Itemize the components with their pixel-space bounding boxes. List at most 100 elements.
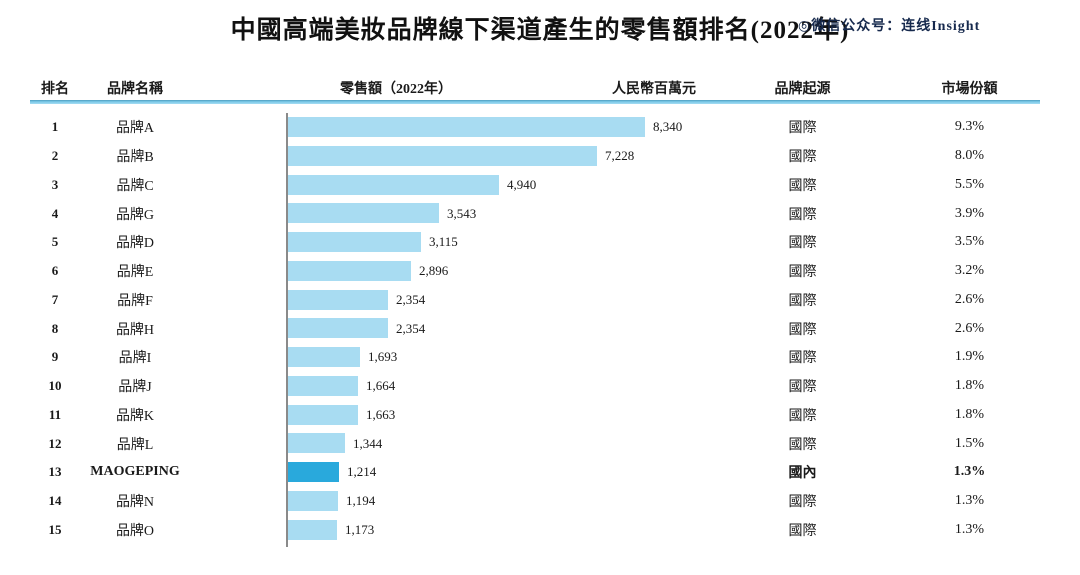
axis-line (286, 113, 288, 547)
rank-value: 15 (48, 521, 62, 537)
table-body: 1 品牌A 8,340 國際 9.3% 2 品牌B 7,228 國際 8.0% … (0, 113, 1080, 544)
rank-value: 7 (51, 291, 59, 307)
brand-name: 品牌A (115, 121, 155, 137)
retail-value: 2,354 (396, 320, 426, 336)
retail-value: 3,115 (429, 234, 458, 250)
brand-name: 品牌F (117, 293, 153, 309)
rank-value: 5 (51, 234, 59, 250)
retail-bar (287, 117, 645, 137)
col-header-unit: 人民幣百萬元 (612, 82, 696, 97)
retail-value: 3,543 (447, 205, 477, 221)
rank-value: 3 (51, 176, 59, 192)
retail-bar (287, 318, 388, 339)
watermark-wechat: ◎微信公众号：连线Insight (798, 19, 981, 34)
rank-value: 13 (48, 464, 62, 480)
market-share: 1.9% (954, 349, 985, 365)
table-row: 5 品牌D 3,115 國際 3.5% (0, 228, 1080, 257)
rank-value: 1 (51, 119, 59, 135)
brand-origin: 國際 (788, 495, 817, 511)
market-share: 1.3% (954, 521, 985, 537)
brand-name: 品牌O (115, 523, 155, 539)
rank-value: 8 (51, 320, 59, 336)
col-header-rank: 排名 (41, 82, 69, 97)
brand-origin: 國際 (788, 293, 817, 309)
retail-bar (287, 260, 411, 281)
retail-value: 1,173 (345, 521, 375, 537)
market-share: 1.5% (954, 435, 985, 451)
market-share: 1.3% (953, 464, 986, 480)
market-share: 1.3% (954, 493, 985, 509)
brand-name: 品牌K (115, 408, 155, 424)
brand-origin: 國際 (788, 207, 817, 223)
table-row: 12 品牌L 1,344 國際 1.5% (0, 429, 1080, 458)
rank-value: 9 (51, 349, 59, 365)
brand-origin: 國際 (788, 523, 817, 539)
col-header-retail: 零售額（2022年） (340, 82, 452, 97)
brand-origin: 國際 (788, 380, 817, 396)
market-share: 1.8% (954, 378, 985, 394)
brand-origin: 國內 (788, 466, 817, 482)
brand-origin: 國際 (788, 322, 817, 338)
brand-origin: 國際 (788, 178, 817, 194)
market-share: 2.6% (954, 291, 985, 307)
rank-value: 11 (48, 406, 62, 422)
rank-value: 14 (48, 493, 62, 509)
retail-bar (287, 462, 339, 482)
table-row: 9 品牌I 1,693 國際 1.9% (0, 343, 1080, 372)
retail-bar (287, 174, 499, 195)
market-share: 1.8% (954, 406, 985, 422)
col-header-share: 市場份額 (941, 82, 998, 97)
table-row: 10 品牌J 1,664 國際 1.8% (0, 372, 1080, 401)
col-header-brand: 品牌名稱 (107, 82, 163, 97)
retail-bar (287, 347, 360, 367)
brand-origin: 國際 (788, 351, 817, 367)
table-row: 2 品牌B 7,228 國際 8.0% (0, 142, 1080, 171)
rank-value: 4 (51, 205, 59, 221)
chart-title: 中國高端美妝品牌線下渠道產生的零售額排名(2022年) (230, 17, 850, 44)
retail-bar (287, 404, 358, 425)
market-share: 9.3% (954, 119, 985, 135)
retail-value: 2,354 (396, 291, 426, 307)
brand-name: MAOGEPING (90, 464, 180, 480)
table-row: 3 品牌C 4,940 國際 5.5% (0, 171, 1080, 200)
table-row: 7 品牌F 2,354 國際 2.6% (0, 286, 1080, 315)
brand-origin: 國際 (788, 150, 817, 166)
brand-origin: 國際 (788, 408, 817, 424)
brand-name: 品牌J (118, 380, 152, 396)
brand-name: 品牌E (116, 265, 154, 281)
brand-name: 品牌I (118, 351, 152, 367)
retail-bar (287, 433, 345, 454)
retail-value: 4,940 (507, 176, 537, 192)
market-share: 5.5% (954, 176, 985, 192)
rank-value: 6 (51, 263, 59, 279)
retail-value: 1,664 (366, 378, 396, 394)
market-share: 3.9% (954, 205, 985, 221)
brand-name: 品牌C (116, 178, 154, 194)
retail-bar (287, 232, 421, 252)
retail-value: 2,896 (419, 263, 449, 279)
table-row: 11 品牌K 1,663 國際 1.8% (0, 401, 1080, 430)
retail-bar (287, 519, 337, 540)
retail-value: 7,228 (605, 148, 635, 164)
brand-name: 品牌G (115, 207, 155, 223)
brand-origin: 國際 (788, 265, 817, 281)
brand-name: 品牌H (115, 322, 155, 338)
rank-value: 10 (48, 378, 62, 394)
retail-value: 8,340 (653, 119, 683, 135)
market-share: 3.2% (954, 263, 985, 279)
table-row: 15 品牌O 1,173 國際 1.3% (0, 516, 1080, 545)
brand-name: 品牌B (116, 150, 154, 166)
col-header-origin: 品牌起源 (774, 82, 831, 97)
table-row: 4 品牌G 3,543 國際 3.9% (0, 199, 1080, 228)
retail-bar (287, 490, 338, 511)
retail-bar (287, 145, 597, 166)
retail-bar (287, 203, 439, 224)
brand-origin: 國際 (788, 437, 817, 453)
brand-name: 品牌N (115, 495, 155, 511)
rank-value: 12 (48, 435, 62, 451)
brand-name: 品牌D (115, 236, 155, 252)
retail-value: 1,344 (353, 435, 383, 451)
table-row: 8 品牌H 2,354 國際 2.6% (0, 314, 1080, 343)
table-row: 1 品牌A 8,340 國際 9.3% (0, 113, 1080, 142)
